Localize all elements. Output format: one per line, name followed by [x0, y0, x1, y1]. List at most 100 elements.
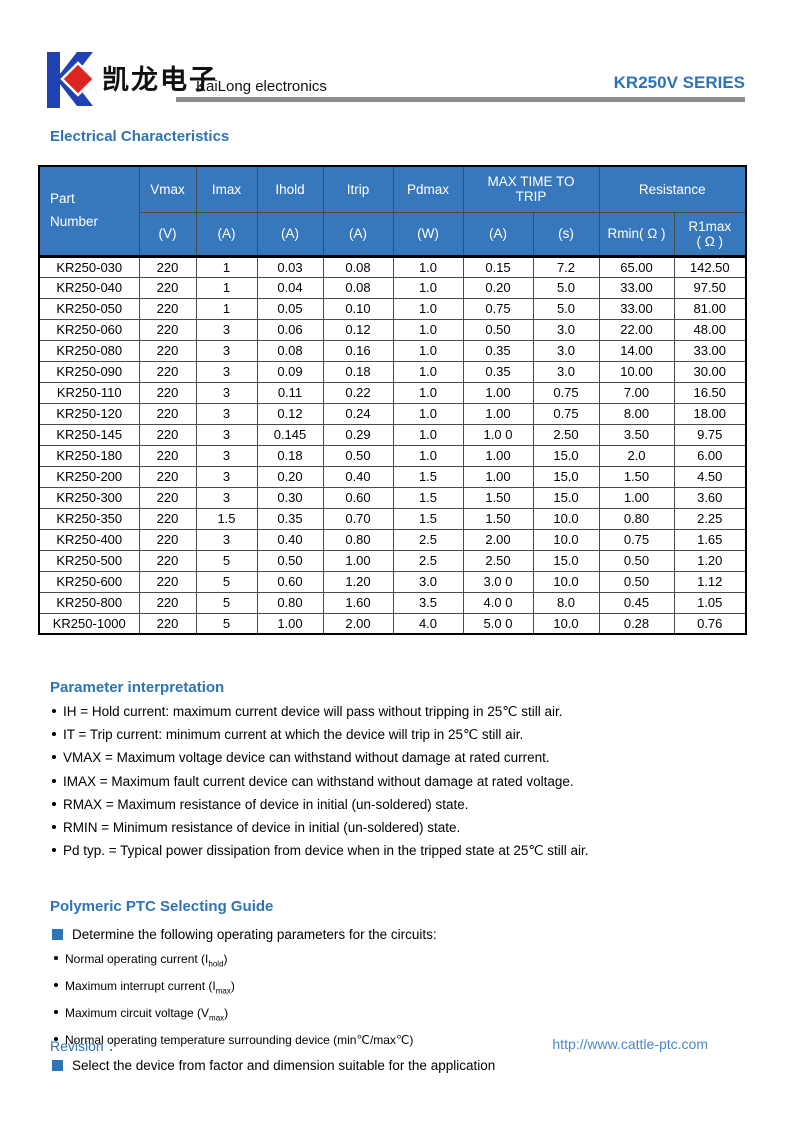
- value-cell: 15.0: [532, 465, 600, 488]
- bullet-dot-icon: [54, 1009, 58, 1014]
- unit-header-v: (V): [138, 211, 197, 257]
- value-cell: 10.0: [532, 507, 600, 530]
- footer: Revision ： http://www.cattle-ptc.com: [50, 1036, 708, 1056]
- guide-sub-bullet-text: Normal operating temperature surrounding…: [65, 1032, 414, 1047]
- bullet-dot-icon: [54, 1036, 58, 1041]
- value-cell: 48.00: [673, 318, 747, 341]
- part-number-cell: KR250-060: [38, 318, 140, 341]
- value-cell: 2.5: [392, 528, 464, 551]
- part-number-cell: KR250-090: [38, 360, 140, 383]
- value-cell: 2.5: [392, 549, 464, 572]
- value-cell: 0.35: [462, 360, 534, 383]
- value-cell: 3: [195, 402, 258, 425]
- value-cell: 0.08: [256, 339, 324, 362]
- value-cell: 220: [138, 444, 197, 467]
- value-cell: 9.75: [673, 423, 747, 446]
- parameter-bullet: RMAX = Maximum resistance of device in i…: [52, 796, 793, 812]
- table-row: KR250-040 220 1 0.04 0.08 1.0 0.20 5.0 33.00 97.5…: [38, 276, 747, 299]
- value-cell: 97.50: [673, 276, 747, 299]
- value-cell: 3.5: [392, 591, 464, 614]
- value-cell: 6.00: [673, 444, 747, 467]
- value-cell: 0.20: [462, 276, 534, 299]
- unit-header-r1max: R1max ( Ω ): [673, 211, 747, 257]
- parameter-bullet-text: IH = Hold current: maximum current devic…: [63, 704, 563, 719]
- value-cell: 1.20: [322, 570, 394, 593]
- value-cell: 1.0: [392, 276, 464, 299]
- value-cell: 220: [138, 591, 197, 614]
- col-header-resistance: Resistance: [598, 165, 747, 213]
- part-number-cell: KR250-400: [38, 528, 140, 551]
- col-header-itrip: Itrip: [322, 165, 394, 213]
- col-header-max-time-to-trip: MAX TIME TO TRIP: [462, 165, 600, 213]
- guide-step-2-text: Select the device from factor and dimens…: [72, 1058, 496, 1074]
- table-row: KR250-030 220 1 0.03 0.08 1.0 0.15 7.2 65.00 142.…: [38, 255, 747, 278]
- value-cell: 1.0: [392, 381, 464, 404]
- value-cell: 33.00: [598, 297, 675, 320]
- value-cell: 3: [195, 318, 258, 341]
- table-row: KR250-110 220 3 0.11 0.22 1.0 1.00 0.75 7.00 16.5…: [38, 381, 747, 404]
- value-cell: 220: [138, 612, 197, 635]
- value-cell: 2.00: [462, 528, 534, 551]
- value-cell: 0.15: [462, 255, 534, 278]
- value-cell: 3: [195, 360, 258, 383]
- value-cell: 220: [138, 255, 197, 278]
- value-cell: 2.0: [598, 444, 675, 467]
- value-cell: 2.50: [462, 549, 534, 572]
- table-body: KR250-030 220 1 0.03 0.08 1.0 0.15 7.2 65.00 142.…: [38, 255, 747, 635]
- value-cell: 5: [195, 591, 258, 614]
- col-header-part-line2: Number: [50, 213, 99, 229]
- unit-header-s: (s): [532, 211, 600, 257]
- value-cell: 2.50: [532, 423, 600, 446]
- value-cell: 1.0: [392, 318, 464, 341]
- value-cell: 1.50: [462, 486, 534, 509]
- part-number-cell: KR250-180: [38, 444, 140, 467]
- bullet-dot-icon: [52, 848, 56, 853]
- value-cell: 0.40: [256, 528, 324, 551]
- value-cell: 0.35: [256, 507, 324, 530]
- part-number-cell: KR250-500: [38, 549, 140, 572]
- value-cell: 0.80: [322, 528, 394, 551]
- value-cell: 0.50: [462, 318, 534, 341]
- value-cell: 0.75: [462, 297, 534, 320]
- value-cell: 0.70: [322, 507, 394, 530]
- value-cell: 0.03: [256, 255, 324, 278]
- page-header: 凯龙电子 KaiLong electronics KR250V SERIES: [0, 0, 793, 118]
- value-cell: 10.00: [598, 360, 675, 383]
- value-cell: 1: [195, 276, 258, 299]
- value-cell: 0.24: [322, 402, 394, 425]
- part-number-cell: KR250-200: [38, 465, 140, 488]
- value-cell: 3: [195, 381, 258, 404]
- part-number-cell: KR250-300: [38, 486, 140, 509]
- table-row: KR250-1000 220 5 1.00 2.00 4.0 5.0 0 10.0 0.28 0.…: [38, 612, 747, 635]
- table-row: KR250-500 220 5 0.50 1.00 2.5 2.50 15.0 0.50 1.20: [38, 549, 747, 572]
- value-cell: 0.16: [322, 339, 394, 362]
- value-cell: 3.0 0: [462, 570, 534, 593]
- table-header: Part Number Vmax Imax Ihold Itrip Pdmax …: [38, 165, 747, 257]
- unit-header-a1: (A): [195, 211, 258, 257]
- table-row: KR250-350 220 1.5 0.35 0.70 1.5 1.50 10.0 0.80 2.…: [38, 507, 747, 530]
- value-cell: 4.0: [392, 612, 464, 635]
- parameter-bullet-text: RMAX = Maximum resistance of device in i…: [63, 796, 469, 812]
- value-cell: 142.50: [673, 255, 747, 278]
- value-cell: 5.0: [532, 276, 600, 299]
- value-cell: 1.00: [462, 381, 534, 404]
- value-cell: 0.12: [322, 318, 394, 341]
- unit-header-a2: (A): [256, 211, 324, 257]
- part-number-cell: KR250-050: [38, 297, 140, 320]
- value-cell: 8.0: [532, 591, 600, 614]
- value-cell: 1.00: [322, 549, 394, 572]
- value-cell: 1.50: [598, 465, 675, 488]
- value-cell: 1.5: [392, 465, 464, 488]
- value-cell: 0.18: [322, 360, 394, 383]
- table-row: KR250-060 220 3 0.06 0.12 1.0 0.50 3.0 22.00 48.0…: [38, 318, 747, 341]
- value-cell: 0.08: [322, 255, 394, 278]
- blue-square-bullet-icon: [52, 1060, 63, 1072]
- value-cell: 0.05: [256, 297, 324, 320]
- guide-sub-bullet: Normal operating temperature surrounding…: [54, 1032, 793, 1047]
- parameter-bullet: Pd typ. = Typical power dissipation from…: [52, 843, 793, 858]
- value-cell: 7.2: [532, 255, 600, 278]
- value-cell: 5: [195, 612, 258, 635]
- unit-header-a4: (A): [462, 211, 534, 257]
- website-link[interactable]: http://www.cattle-ptc.com: [552, 1036, 708, 1052]
- table-row: KR250-120 220 3 0.12 0.24 1.0 1.00 0.75 8.00 18.0…: [38, 402, 747, 425]
